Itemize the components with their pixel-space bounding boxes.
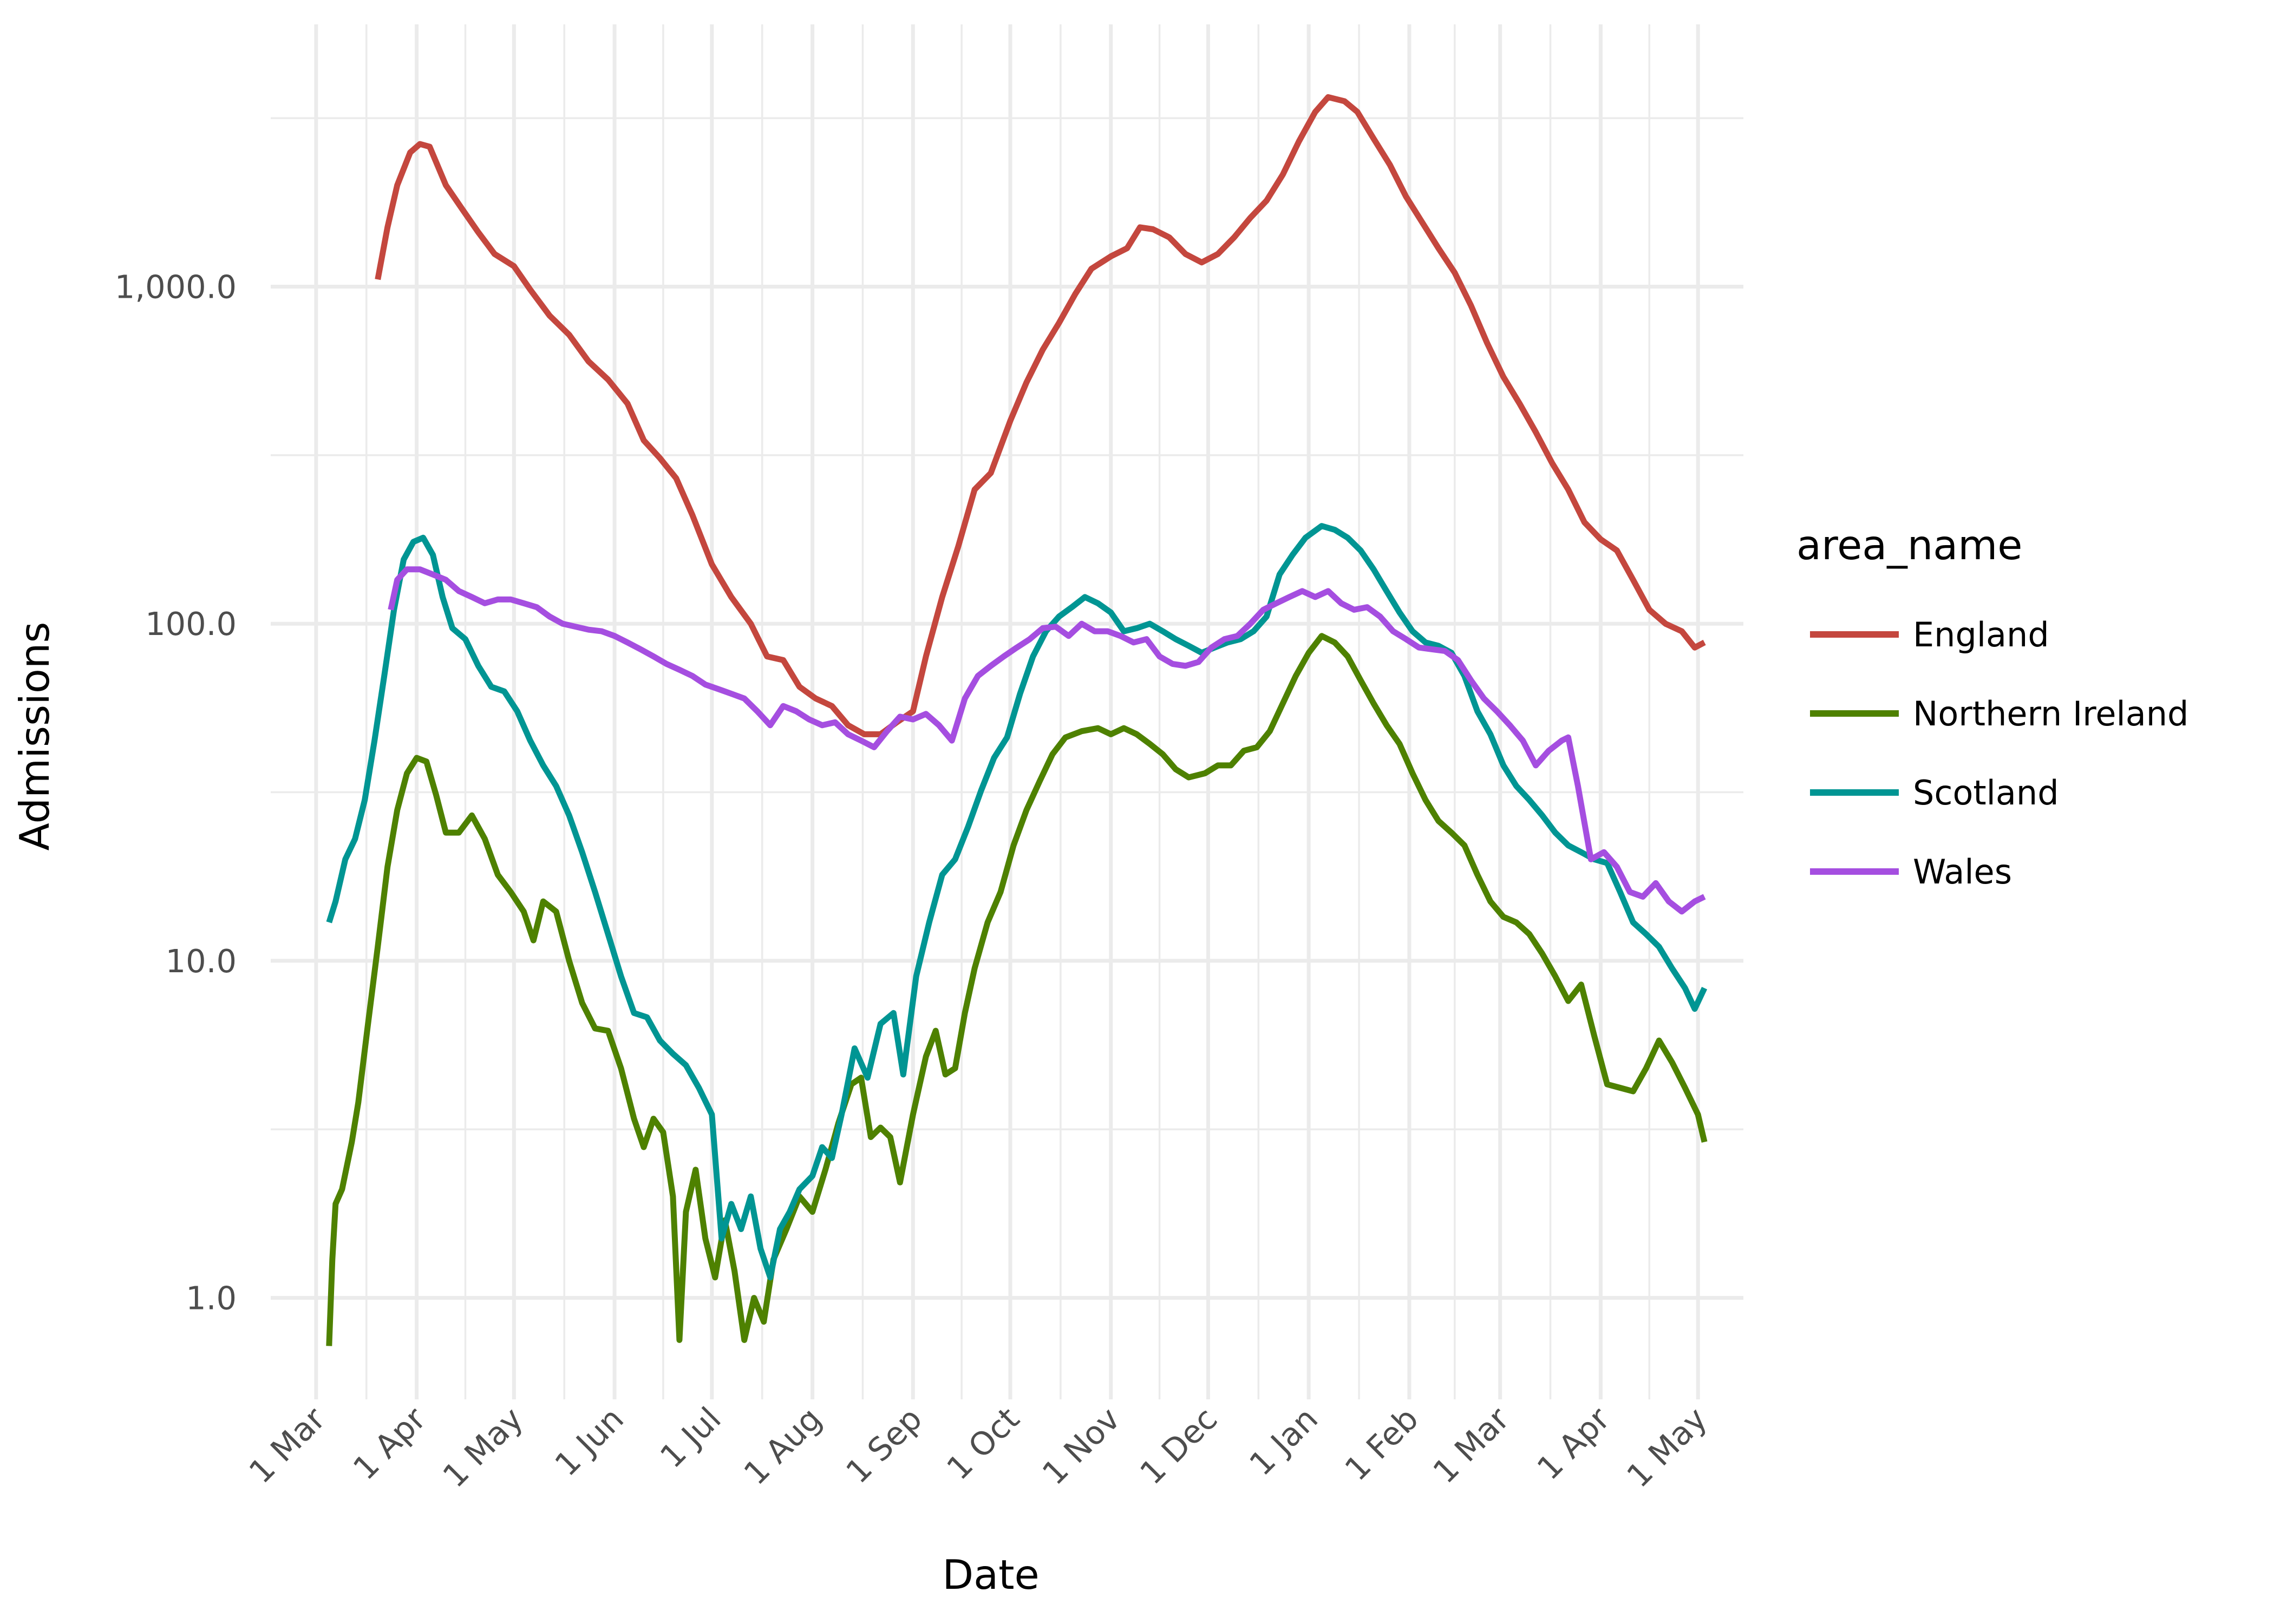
legend-item-scotland: Scotland xyxy=(1810,773,2059,813)
y-axis-title: Admissions xyxy=(11,622,58,851)
x-tick-label: 1 Dec xyxy=(1133,1400,1224,1491)
legend-label: Wales xyxy=(1913,852,2012,892)
x-tick-label: 1 Nov xyxy=(1035,1400,1127,1492)
x-tick-label: 1 Mar xyxy=(1426,1400,1517,1491)
x-tick-label: 1 May xyxy=(1619,1400,1714,1495)
x-tick-label: 1 Aug xyxy=(736,1400,828,1492)
legend-label: England xyxy=(1913,615,2049,654)
x-tick-label: 1 Feb xyxy=(1337,1400,1425,1488)
x-axis-ticks: 1 Mar 1 Apr 1 May 1 Jun 1 Jul 1 Aug 1 Sep 1 Oct… xyxy=(241,1400,1714,1495)
y-tick-label: 10.0 xyxy=(166,942,237,980)
x-tick-label: 1 Apr xyxy=(1530,1400,1617,1487)
y-tick-label: 1,000.0 xyxy=(115,269,237,306)
grid-layer xyxy=(271,24,1743,1399)
y-tick-label: 100.0 xyxy=(145,605,237,643)
series-layer xyxy=(326,94,1708,1346)
legend-item-england: England xyxy=(1810,615,2049,654)
legend-title: area_name xyxy=(1796,521,2022,569)
legend-item-northern-ireland: Northern Ireland xyxy=(1810,694,2188,734)
legend: area_name England Northern Ireland Scotlan… xyxy=(1796,521,2188,892)
y-tick-label: 1.0 xyxy=(186,1280,237,1317)
x-tick-label: 1 Sep xyxy=(839,1400,929,1490)
legend-label: Northern Ireland xyxy=(1913,694,2188,734)
x-tick-label: 1 Jul xyxy=(653,1400,728,1475)
x-axis-title: Date xyxy=(942,1551,1039,1599)
series-line-england xyxy=(375,94,1706,737)
series-line-scotland xyxy=(326,523,1708,1281)
series-line-northern-ireland xyxy=(326,633,1708,1346)
legend-items: England Northern Ireland Scotland Wales xyxy=(1810,615,2188,892)
x-tick-label: 1 Jan xyxy=(1242,1400,1325,1483)
x-tick-label: 1 May xyxy=(435,1400,530,1495)
x-tick-label: 1 Oct xyxy=(939,1400,1027,1487)
legend-label: Scotland xyxy=(1913,773,2059,813)
x-tick-label: 1 Jun xyxy=(547,1400,631,1483)
legend-item-wales: Wales xyxy=(1810,852,2012,892)
x-tick-label: 1 Mar xyxy=(241,1400,332,1491)
x-tick-label: 1 Apr xyxy=(346,1400,433,1487)
series-line-wales xyxy=(388,566,1706,915)
y-axis-ticks: 1.0 10.0 100.0 1,000.0 xyxy=(115,269,237,1317)
